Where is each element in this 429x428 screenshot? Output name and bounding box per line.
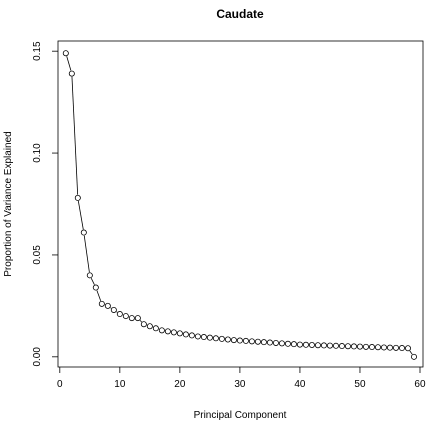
data-point (218, 335, 225, 342)
data-point (332, 342, 339, 349)
data-point (182, 331, 189, 338)
data-point (338, 343, 345, 350)
data-point (314, 342, 321, 349)
data-point (110, 306, 117, 313)
data-point (68, 70, 75, 77)
line-segment (409, 350, 413, 355)
plot-frame (57, 40, 424, 368)
data-point (392, 344, 399, 351)
data-point (410, 353, 417, 360)
data-point (98, 300, 105, 307)
data-point (134, 315, 141, 322)
data-point (278, 340, 285, 347)
data-point (122, 313, 129, 320)
data-point (404, 345, 411, 352)
data-point (146, 323, 153, 330)
x-tick-label: 50 (354, 379, 366, 390)
y-tick-label: 0.15 (32, 41, 43, 61)
line-segment (83, 235, 90, 273)
data-point (128, 315, 135, 322)
data-point (170, 329, 177, 336)
data-point (386, 344, 393, 351)
data-point (242, 337, 249, 344)
x-tick-label: 0 (57, 379, 63, 390)
x-axis: 0 10 20 30 40 50 60 (57, 367, 426, 390)
line-segment (96, 290, 102, 301)
data-point (200, 334, 207, 341)
data-point (104, 302, 111, 309)
y-axis-label: Proportion of Variance Explained (3, 131, 14, 276)
data-point (86, 272, 93, 279)
y-tick-label: 0.00 (32, 347, 43, 367)
data-point (266, 339, 273, 346)
data-point (308, 341, 315, 348)
data-point (62, 50, 69, 57)
data-point (164, 328, 171, 335)
line-segment (139, 320, 142, 323)
data-point (296, 341, 303, 348)
data-point (320, 342, 327, 349)
data-point (224, 336, 231, 343)
data-point (74, 194, 81, 201)
data-point (254, 338, 261, 345)
data-point (302, 341, 309, 348)
data-point (326, 342, 333, 349)
line-segment (71, 76, 79, 195)
data-point (350, 343, 357, 350)
line-segment (77, 200, 84, 230)
data-point (236, 337, 243, 344)
data-point (206, 334, 213, 341)
data-points (62, 50, 417, 360)
data-point (194, 333, 201, 340)
x-tick-label: 10 (114, 379, 126, 390)
x-axis-label: Principal Component (194, 410, 287, 421)
data-point (272, 339, 279, 346)
data-point (140, 321, 147, 328)
y-tick-label: 0.10 (32, 143, 43, 163)
data-point (116, 311, 123, 318)
data-point (290, 341, 297, 348)
x-tick-label: 60 (414, 379, 426, 390)
data-point (380, 344, 387, 351)
data-point (398, 345, 405, 352)
data-point (176, 330, 183, 337)
data-point (260, 339, 267, 346)
data-point (80, 229, 87, 236)
chart-title: Caudate (216, 7, 264, 21)
data-point (152, 325, 159, 332)
data-point (230, 337, 237, 344)
y-tick-label: 0.05 (32, 245, 43, 265)
line-segment (66, 56, 72, 71)
line-segments (66, 56, 413, 355)
y-axis: 0.00 0.05 0.10 0.15 (32, 41, 58, 367)
data-point (362, 343, 369, 350)
data-point (356, 343, 363, 350)
line-segment (90, 278, 95, 285)
data-point (248, 338, 255, 345)
x-tick-label: 40 (294, 379, 306, 390)
x-tick-label: 30 (234, 379, 246, 390)
data-point (284, 340, 291, 347)
data-point (92, 284, 99, 291)
data-point (212, 335, 219, 342)
data-point (374, 344, 381, 351)
data-point (368, 344, 375, 351)
data-point (188, 332, 195, 339)
x-tick-label: 20 (174, 379, 186, 390)
data-point (158, 327, 165, 334)
data-point (344, 343, 351, 350)
